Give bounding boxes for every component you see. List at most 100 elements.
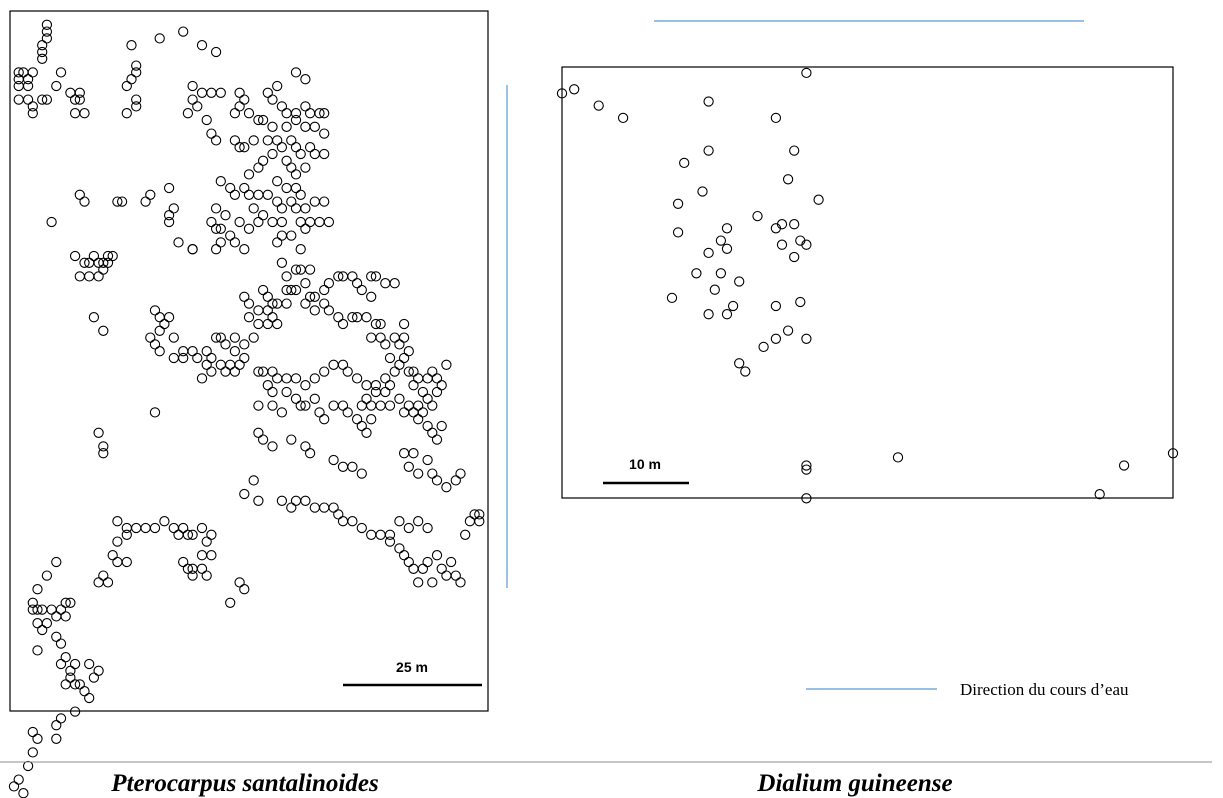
tree-point xyxy=(267,400,278,411)
tree-point xyxy=(267,386,278,398)
tree-point xyxy=(290,203,302,214)
tree-point xyxy=(295,244,306,255)
tree-point xyxy=(206,366,217,377)
tree-point xyxy=(328,454,339,466)
tree-point xyxy=(441,570,452,581)
tree-point xyxy=(51,611,62,622)
tree-point xyxy=(116,196,128,207)
tree-point xyxy=(380,278,391,289)
tree-point xyxy=(394,516,405,527)
tree-point xyxy=(290,67,302,78)
tree-point xyxy=(196,550,208,561)
tree-point xyxy=(121,556,132,568)
tree-point xyxy=(394,359,405,370)
tree-point xyxy=(892,452,904,463)
tree-point xyxy=(276,142,288,153)
tree-point xyxy=(234,87,245,98)
tree-point xyxy=(366,271,377,282)
tree-point xyxy=(441,482,452,493)
tree-point xyxy=(309,291,320,302)
tree-point xyxy=(206,529,217,540)
tree-point xyxy=(248,475,259,486)
tree-point xyxy=(300,441,311,452)
tree-point xyxy=(295,400,306,411)
plot-frame-dialium xyxy=(561,66,1174,499)
tree-point xyxy=(422,454,433,466)
tree-point xyxy=(450,570,461,581)
tree-point xyxy=(703,145,714,156)
tree-point xyxy=(290,142,302,153)
tree-point xyxy=(234,216,245,228)
tree-point xyxy=(248,332,259,343)
plot-pterocarpus: 25 m xyxy=(8,10,489,798)
tree-point xyxy=(319,148,330,160)
tree-point xyxy=(262,87,273,98)
tree-point xyxy=(154,325,165,336)
tree-point xyxy=(84,658,95,670)
tree-point xyxy=(290,495,302,506)
tree-point xyxy=(234,101,245,112)
tree-point xyxy=(276,216,288,228)
tree-point xyxy=(159,516,170,527)
tree-point xyxy=(403,346,414,357)
tree-point xyxy=(51,631,62,642)
tree-point xyxy=(182,563,194,574)
tree-point xyxy=(267,148,278,160)
tree-point xyxy=(319,502,330,513)
tree-point xyxy=(309,305,320,316)
tree-point xyxy=(323,278,335,289)
tree-point xyxy=(267,121,278,132)
tree-point xyxy=(173,529,184,540)
tree-point xyxy=(300,162,311,173)
tree-point xyxy=(234,142,245,153)
tree-point xyxy=(187,346,198,357)
tree-point xyxy=(319,128,330,139)
tree-point xyxy=(361,427,372,438)
tree-point xyxy=(445,556,457,568)
tree-point xyxy=(178,556,189,568)
tree-point xyxy=(41,94,53,105)
tree-point xyxy=(107,550,118,561)
tree-point xyxy=(460,529,471,540)
tree-point xyxy=(455,468,466,479)
tree-point xyxy=(215,359,226,370)
tree-point xyxy=(262,318,273,330)
plot-frame-pterocarpus xyxy=(9,10,489,712)
tree-point xyxy=(272,80,283,92)
tree-point xyxy=(413,468,424,479)
tree-point xyxy=(281,121,292,132)
tree-point xyxy=(314,108,325,119)
tree-point xyxy=(187,80,198,92)
tree-point xyxy=(93,271,104,282)
tree-point xyxy=(272,237,283,248)
tree-point xyxy=(126,74,137,85)
tree-point xyxy=(112,196,123,207)
tree-point xyxy=(79,108,90,119)
tree-point xyxy=(206,352,217,364)
tree-point xyxy=(60,679,71,690)
tree-point xyxy=(84,271,95,282)
tree-point xyxy=(384,380,396,391)
tree-point xyxy=(220,366,231,377)
tree-point xyxy=(309,373,320,384)
tree-point xyxy=(215,237,226,248)
plot-dialium: 10 m xyxy=(556,20,1179,504)
tree-point xyxy=(290,373,302,384)
tree-point xyxy=(234,577,245,588)
tree-point xyxy=(389,366,400,377)
tree-point xyxy=(192,352,203,364)
tree-point xyxy=(758,341,769,353)
tree-point xyxy=(41,33,53,44)
tree-point xyxy=(196,522,208,534)
tree-point xyxy=(74,87,85,98)
tree-point xyxy=(201,570,212,581)
tree-point xyxy=(27,597,38,608)
tree-point xyxy=(163,210,175,221)
tree-point xyxy=(309,502,320,513)
tree-point xyxy=(394,339,405,350)
tree-point xyxy=(366,400,377,411)
tree-point xyxy=(356,284,367,296)
tree-point xyxy=(789,145,800,156)
tree-point xyxy=(403,556,414,568)
tree-point xyxy=(22,74,34,85)
